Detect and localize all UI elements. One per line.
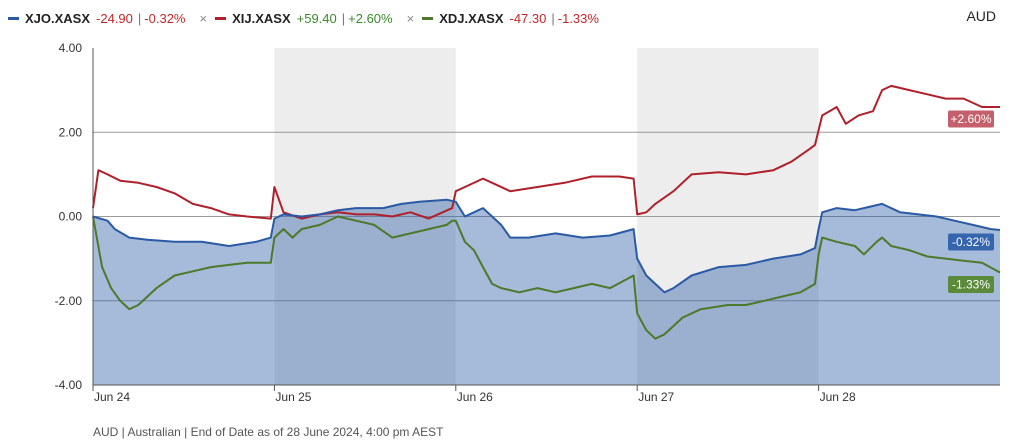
y-tick-label: -4.00: [55, 378, 83, 392]
series-line: [92, 84, 1000, 220]
series-end-label: -0.32%: [952, 235, 990, 249]
y-tick-label: 2.00: [59, 125, 83, 139]
footnote: AUD | Australian | End of Date as of 28 …: [93, 425, 444, 439]
remove-series-icon[interactable]: ×: [199, 10, 208, 26]
legend-percent: -0.32%: [144, 10, 186, 26]
currency-label: AUD: [966, 8, 996, 24]
legend-series-name: XIJ.XASX: [232, 10, 291, 26]
legend-change: -24.90: [96, 10, 133, 26]
series-end-badge: [948, 110, 994, 128]
legend-change: -47.30: [509, 10, 547, 26]
legend-swatch: [215, 16, 227, 20]
y-tick-label: -2.00: [55, 294, 83, 308]
legend-item[interactable]: × XDJ.XASX -47.30 | -1.33%: [407, 11, 601, 26]
series-end-label: +2.60%: [950, 112, 991, 126]
series-end-badge: [948, 276, 994, 294]
legend-swatch: [8, 16, 19, 20]
y-tick-label: 0.00: [59, 210, 83, 224]
legend-item[interactable]: XJO.XASX -24.90 | -0.32%: [8, 11, 188, 26]
legend-percent: +2.60%: [348, 10, 393, 26]
x-tick-label: Jun 26: [457, 390, 493, 404]
series-line: [92, 198, 1001, 294]
x-tick-label: Jun 25: [275, 390, 311, 404]
x-tick-label: Jun 28: [820, 390, 856, 404]
series-area: [93, 199, 1000, 385]
legend-percent: -1.33%: [557, 10, 599, 26]
legend-swatch: [422, 16, 434, 20]
y-tick-label: 4.00: [59, 41, 83, 55]
series-end-badge: [948, 233, 994, 251]
x-tick-label: Jun 24: [94, 390, 130, 404]
legend-separator: |: [551, 10, 555, 26]
chart-legend: XJO.XASX -24.90 | -0.32% × XIJ.XASX +59.40 | +2.…: [8, 7, 613, 29]
x-tick-label: Jun 27: [638, 390, 674, 404]
legend-separator: |: [137, 10, 142, 26]
series-end-label: -1.33%: [952, 278, 990, 292]
legend-change: +59.40: [296, 10, 337, 26]
legend-separator: |: [341, 10, 346, 26]
remove-series-icon[interactable]: ×: [406, 10, 415, 26]
legend-series-name: XJO.XASX: [25, 10, 91, 26]
legend-series-name: XDJ.XASX: [439, 10, 504, 26]
legend-item[interactable]: × XIJ.XASX +59.40 | +2.60%: [200, 11, 395, 26]
series-line: [92, 215, 1001, 340]
